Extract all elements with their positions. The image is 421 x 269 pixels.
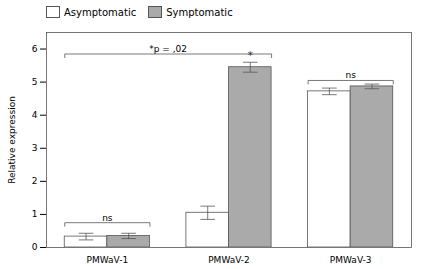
svg-text:PMWaV-1: PMWaV-1 — [87, 255, 129, 265]
svg-text:3: 3 — [32, 143, 38, 153]
svg-text:*: * — [248, 49, 254, 62]
svg-text:4: 4 — [32, 110, 38, 120]
svg-text:Relative expression: Relative expression — [7, 96, 17, 184]
svg-text:PMWaV-3: PMWaV-3 — [330, 255, 372, 265]
html-text:Symptomatic: Symptomatic — [166, 6, 233, 18]
svg-text:5: 5 — [32, 77, 38, 87]
svg-text:ns: ns — [345, 70, 356, 80]
svg-text:1: 1 — [32, 209, 38, 219]
svg-text:0: 0 — [32, 242, 38, 252]
svg-text:ns: ns — [102, 213, 113, 223]
svg-text:PMWaV-2: PMWaV-2 — [208, 255, 250, 265]
svg-text:2: 2 — [32, 176, 38, 186]
html-text:Asymptomatic: Asymptomatic — [64, 6, 137, 18]
svg-text:*p = ,02: *p = ,02 — [149, 44, 187, 54]
svg-text:6: 6 — [32, 44, 38, 54]
